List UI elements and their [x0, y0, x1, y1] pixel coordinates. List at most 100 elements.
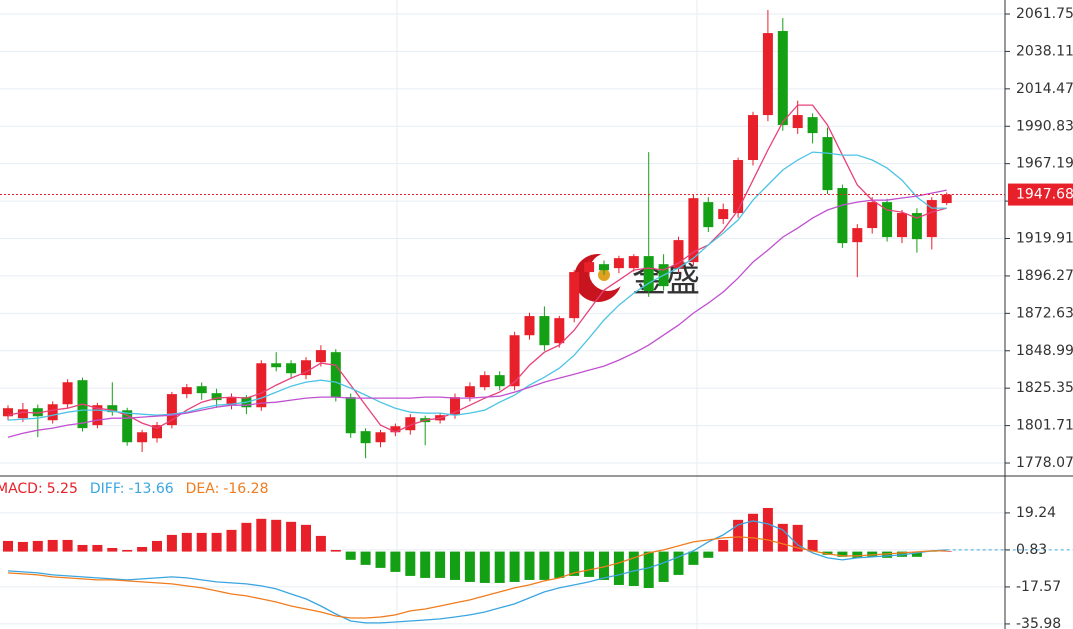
macd-bar [703, 551, 714, 558]
macd-bar [688, 551, 699, 565]
macd-bar [375, 551, 386, 568]
macd-bar [330, 549, 341, 552]
candle-body [464, 386, 475, 398]
macd-bar [211, 532, 222, 552]
macd-bar [92, 544, 103, 552]
macd-bar [315, 535, 326, 552]
candle-body [718, 209, 729, 220]
legend-entry: MACD: 5.25 [0, 481, 78, 497]
macd-bar [599, 551, 609, 580]
macd-bar [17, 541, 28, 552]
candle-body [748, 115, 758, 161]
axis-layer: 2061.752038.112014.471990.831967.191943.… [1005, 6, 1073, 629]
candle-body [569, 272, 580, 319]
macd-bar [494, 551, 505, 583]
logo-ball [598, 269, 610, 281]
y-tick-label: 1848.99 [1016, 343, 1073, 359]
legend-value: -13.66 [129, 481, 174, 497]
legend-value: 5.25 [47, 481, 78, 497]
candle-body [152, 425, 162, 439]
macd-bar [584, 551, 595, 577]
candle-body [315, 350, 326, 363]
candle-body [330, 352, 341, 398]
candle-body [226, 397, 237, 406]
last-price-label: 1947.68 [1016, 187, 1073, 203]
y-tick-label: 1825.35 [1016, 380, 1073, 396]
legend-name: MACD [0, 481, 38, 497]
candle-body [450, 397, 460, 416]
macd-bar [137, 546, 148, 552]
legend-separator: : [120, 481, 125, 497]
candle-body [301, 360, 311, 376]
y-tick-label: -17.57 [1016, 579, 1061, 595]
macd-bar [882, 551, 893, 558]
last-price-badge [1008, 183, 1073, 206]
y-tick-label: 1896.27 [1016, 268, 1073, 284]
macd-bar [479, 551, 490, 583]
y-tick-label: 19.24 [1016, 505, 1056, 521]
macd-bar [524, 551, 535, 580]
candle-body [479, 375, 490, 388]
y-tick-label: 1919.91 [1016, 231, 1073, 247]
candle-body [599, 264, 609, 271]
legend-name: DIFF [90, 481, 121, 497]
y-tick-label: 2038.11 [1016, 43, 1073, 59]
candle-body [122, 410, 133, 443]
candle-body [405, 417, 416, 431]
macd-bar [32, 540, 43, 552]
candle-body [375, 432, 386, 443]
candle-body [837, 188, 848, 244]
candle-body [688, 198, 699, 263]
macd-bar [613, 551, 624, 585]
y-tick-label: 2061.75 [1016, 6, 1073, 22]
macd-bar [345, 551, 356, 560]
line [7, 151, 947, 421]
macd-bar [47, 539, 58, 552]
y-tick-label: 1778.07 [1016, 455, 1073, 471]
macd-bar [166, 534, 177, 552]
candle-body [256, 363, 267, 408]
candle-body [345, 397, 356, 434]
candle-body [17, 409, 28, 419]
macd-bar [196, 532, 207, 552]
candle-body [613, 258, 624, 269]
macd-bar [122, 549, 133, 552]
macd-bar [435, 551, 446, 578]
candle-body [852, 228, 863, 243]
macd-bar [911, 551, 922, 557]
candle-body [807, 117, 818, 134]
candle-body [271, 363, 282, 368]
macd-bar [360, 551, 371, 565]
candle-body [643, 256, 654, 292]
candle-body [733, 160, 744, 214]
candle-body [882, 202, 893, 238]
y-tick-label: 2014.47 [1016, 81, 1073, 97]
macd-bar [301, 524, 311, 552]
y-tick-label: 1967.19 [1016, 156, 1073, 172]
legend-name: DEA [186, 481, 216, 497]
candle-body [494, 375, 505, 387]
macd-bar [867, 551, 878, 557]
macd-bar [509, 551, 520, 582]
candle-body [47, 404, 58, 421]
macd-bar [807, 539, 818, 552]
line [7, 189, 947, 438]
macd-bar [777, 523, 788, 552]
macd-bar [643, 551, 654, 588]
macd-bar [792, 524, 803, 552]
legend-entry: DEA: -16.28 [186, 481, 269, 497]
macd-bar [852, 551, 863, 558]
candle-body [509, 335, 520, 387]
macd-bar [420, 551, 431, 578]
legend-value: -16.28 [223, 481, 268, 497]
macd-bar [748, 513, 758, 552]
candle-body [628, 256, 639, 269]
candle-body [107, 405, 118, 413]
macd-bar [3, 540, 13, 552]
legend-entry: DIFF: -13.66 [90, 481, 174, 497]
legend-separator: : [215, 481, 220, 497]
grid-layer [0, 13, 1005, 625]
macd-bar [226, 529, 237, 552]
